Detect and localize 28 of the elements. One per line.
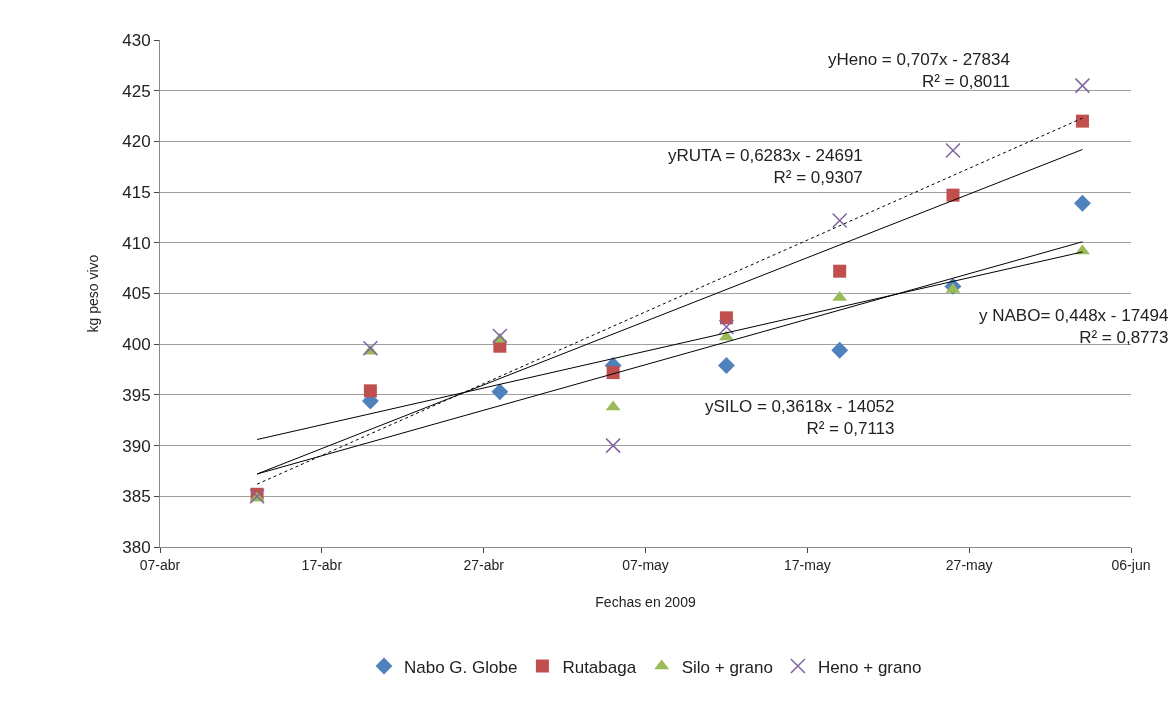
y-tick-label: 395 (122, 385, 151, 405)
annotation: ySILO = 0,3618x - 14052 R² = 0,7113 (705, 397, 895, 439)
x-tick-label: 07-abr (139, 556, 181, 573)
y-tick-label: 425 (122, 81, 151, 101)
y-tick-label: 390 (122, 436, 151, 456)
x-axis-title: Fechas en 2009 (595, 594, 696, 611)
x-tick-label: 07-may (622, 556, 669, 573)
y-tick-label: 400 (122, 335, 151, 355)
annotation: y NABO= 0,448x - 17494 R² = 0,8773 (979, 306, 1169, 348)
y-tick-label: 385 (122, 487, 151, 507)
legend-label: Rutabaga (562, 657, 637, 677)
x-tick-label: 17-may (783, 556, 831, 573)
y-tick-label: 410 (122, 233, 151, 253)
legend-label: Heno + grano (817, 657, 922, 677)
y-tick-label: 430 (122, 30, 151, 50)
x-tick-label: 17-abr (301, 556, 343, 573)
x-tick-label: 27-may (945, 556, 993, 573)
x-tick-label: 06-jun (1111, 556, 1151, 573)
annotation: yRUTA = 0,6283x - 24691 R² = 0,9307 (668, 146, 863, 188)
y-tick-label: 420 (122, 132, 151, 152)
x-tick-label: 27-abr (463, 556, 505, 573)
y-tick-label: 415 (122, 183, 151, 203)
annotation: yHeno = 0,707x - 27834 R² = 0,8011 (828, 50, 1010, 92)
legend-label: Silo + grano (681, 657, 773, 677)
y-tick-label: 405 (122, 284, 151, 304)
legend-label: Nabo G. Globe (404, 657, 518, 677)
y-tick-label: 380 (122, 537, 151, 557)
y-axis-title: kg peso vivo (84, 254, 101, 333)
